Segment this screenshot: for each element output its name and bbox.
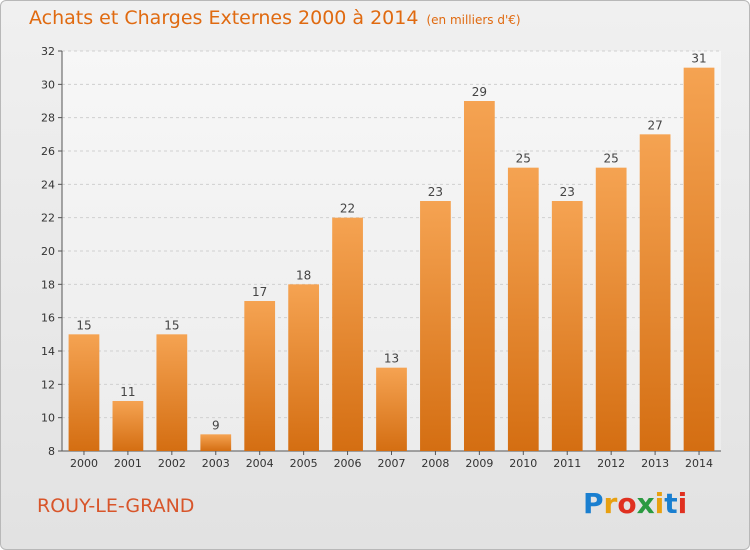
y-tick-label: 10 bbox=[41, 412, 55, 425]
x-tick-label-2001: 2001 bbox=[114, 457, 142, 470]
chart-title: Achats et Charges Externes 2000 à 2014 bbox=[29, 7, 419, 29]
data-label-2014: 31 bbox=[691, 52, 706, 66]
chart-subtitle: (en milliers d'€) bbox=[426, 13, 521, 27]
bar-2006 bbox=[332, 217, 363, 451]
chart-title-block: Achats et Charges Externes 2000 à 2014 (e… bbox=[29, 7, 521, 29]
x-tick-label-2014: 2014 bbox=[685, 457, 713, 470]
data-label-2010: 25 bbox=[516, 152, 531, 166]
bar-2001 bbox=[112, 401, 144, 451]
bar-2005 bbox=[288, 284, 320, 451]
data-label-2000: 15 bbox=[76, 318, 91, 332]
x-tick-label-2011: 2011 bbox=[553, 457, 581, 470]
x-tick-label-2008: 2008 bbox=[421, 457, 449, 470]
x-tick-label-2010: 2010 bbox=[509, 457, 537, 470]
bar-2013 bbox=[639, 134, 671, 452]
data-label-2009: 29 bbox=[472, 85, 487, 99]
logo-letter: t bbox=[664, 487, 678, 520]
bar-2014 bbox=[683, 67, 715, 452]
x-tick-label-2009: 2009 bbox=[465, 457, 493, 470]
bar-2010 bbox=[507, 167, 539, 451]
x-tick-label-2003: 2003 bbox=[202, 457, 230, 470]
bar-2008 bbox=[420, 201, 451, 451]
x-tick-label-2006: 2006 bbox=[334, 457, 362, 470]
y-tick-label: 16 bbox=[41, 312, 55, 325]
logo-letter: i bbox=[654, 487, 665, 520]
y-tick-label: 20 bbox=[41, 245, 55, 258]
data-label-2001: 11 bbox=[120, 385, 135, 399]
bar-2012 bbox=[595, 167, 627, 451]
x-tick-label-2012: 2012 bbox=[597, 457, 625, 470]
x-tick-label-2002: 2002 bbox=[158, 457, 186, 470]
bar-2002 bbox=[156, 334, 188, 451]
data-label-2004: 17 bbox=[252, 285, 267, 299]
y-tick-label: 32 bbox=[41, 45, 55, 58]
bar-2004 bbox=[244, 301, 276, 451]
y-tick-label: 22 bbox=[41, 212, 55, 225]
data-label-2013: 27 bbox=[647, 118, 662, 132]
town-name: ROUY-LE-GRAND bbox=[37, 495, 195, 517]
y-tick-label: 12 bbox=[41, 378, 55, 391]
x-tick-label-2007: 2007 bbox=[378, 457, 406, 470]
logo-letter: r bbox=[603, 487, 618, 520]
x-tick-label-2004: 2004 bbox=[246, 457, 274, 470]
bar-2003 bbox=[200, 434, 232, 451]
logo-letter: o bbox=[617, 487, 637, 520]
y-tick-label: 26 bbox=[41, 145, 55, 158]
bar-2011 bbox=[551, 201, 583, 451]
y-tick-label: 8 bbox=[48, 445, 55, 458]
proxiti-logo: Proxiti bbox=[583, 487, 687, 520]
data-label-2008: 23 bbox=[428, 185, 443, 199]
x-tick-label-2013: 2013 bbox=[641, 457, 669, 470]
logo-letter: i bbox=[677, 487, 688, 520]
bar-2007 bbox=[376, 367, 407, 451]
data-label-2003: 9 bbox=[212, 418, 220, 432]
y-tick-label: 28 bbox=[41, 112, 55, 125]
y-tick-label: 18 bbox=[41, 278, 55, 291]
x-tick-label-2000: 2000 bbox=[70, 457, 98, 470]
data-label-2002: 15 bbox=[164, 318, 179, 332]
logo-letter: x bbox=[636, 487, 655, 520]
data-label-2011: 23 bbox=[560, 185, 575, 199]
y-tick-label: 14 bbox=[41, 345, 55, 358]
x-tick-label-2005: 2005 bbox=[290, 457, 318, 470]
data-label-2007: 13 bbox=[384, 352, 399, 366]
bar-2009 bbox=[463, 101, 495, 451]
data-label-2005: 18 bbox=[296, 268, 311, 282]
y-tick-label: 30 bbox=[41, 78, 55, 91]
logo-letter: P bbox=[583, 487, 604, 520]
data-label-2006: 22 bbox=[340, 202, 355, 216]
y-tick-label: 24 bbox=[41, 178, 55, 191]
bar-2000 bbox=[68, 334, 100, 451]
data-label-2012: 25 bbox=[604, 152, 619, 166]
